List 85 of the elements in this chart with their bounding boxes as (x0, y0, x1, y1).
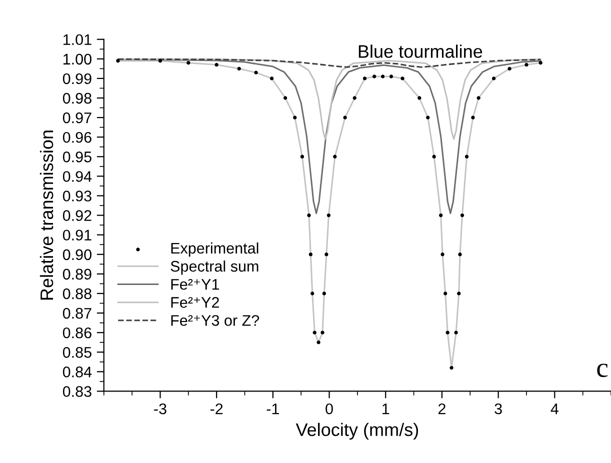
y-tick-label: 0.83 (62, 386, 92, 397)
chart-title: Blue tourmaline (358, 44, 482, 58)
y-tick-label: 0.91 (62, 230, 92, 241)
point (320, 330, 324, 334)
point (418, 96, 422, 100)
y-tick-label: 0.84 (62, 366, 92, 378)
point (464, 154, 469, 158)
legend-label: Fe²⁺Y3 or Z? (171, 315, 260, 326)
point (343, 116, 347, 120)
x-tick-label: -2 (210, 403, 223, 414)
point (508, 66, 512, 71)
point (457, 292, 461, 296)
y-tick-label: 0.95 (62, 152, 92, 162)
y-tick-label: 0.85 (62, 347, 92, 358)
x-tick-label: 0 (326, 403, 333, 414)
line-series (117, 60, 542, 369)
point (308, 252, 313, 256)
point (312, 330, 316, 334)
y-tick-label: 0.86 (62, 327, 92, 338)
point (476, 96, 480, 100)
y-tick-label: 0.98 (62, 92, 92, 104)
y-tick-label: 0.93 (62, 190, 92, 202)
point (438, 213, 443, 218)
x-tick-label: -1 (266, 404, 279, 414)
point (432, 154, 436, 158)
point (322, 292, 326, 296)
legend-label: Fe²⁺Y2 (171, 297, 219, 308)
line-series (117, 58, 542, 214)
point (326, 213, 331, 218)
line-series (117, 58, 542, 68)
y-tick-label: 0.94 (62, 171, 92, 182)
point (316, 340, 320, 344)
point (270, 76, 274, 80)
legend-label: Fe²⁺Y1 (171, 279, 219, 290)
point (492, 76, 496, 80)
point (458, 252, 462, 256)
point (440, 252, 444, 256)
y-tick-label: 1.00 (63, 54, 92, 65)
point (400, 76, 404, 80)
point (372, 74, 376, 78)
x-tick-label: 1 (382, 404, 390, 414)
point (283, 96, 288, 100)
y-tick-label: 0.90 (62, 249, 92, 260)
y-tick-label: 0.99 (62, 73, 92, 84)
point (538, 60, 542, 65)
legend-label: Experimental (171, 242, 258, 257)
y-tick-label: 1.01 (63, 34, 92, 46)
x-tick-label: 3 (494, 403, 502, 414)
y-tick-label: 0.88 (62, 288, 92, 300)
x-axis-title: Velocity (mm/s) (296, 422, 418, 440)
point (158, 59, 162, 63)
legend-label: Spectral sum (170, 260, 258, 275)
y-tick-label: 0.97 (62, 112, 92, 124)
point (460, 213, 464, 218)
point (310, 292, 314, 296)
point (362, 76, 367, 80)
point (186, 60, 190, 65)
y-axis-title: Relative transmission (40, 130, 54, 300)
point (254, 70, 258, 74)
point (389, 74, 394, 78)
point (324, 252, 328, 256)
y-tick-label: 0.87 (62, 308, 92, 319)
y-tick-label: 0.92 (62, 210, 92, 221)
point (471, 116, 475, 120)
x-tick-label: 2 (438, 403, 446, 414)
point (293, 116, 297, 120)
point (214, 62, 218, 67)
x-tick-label: -3 (154, 403, 166, 414)
point (352, 96, 356, 100)
point (450, 366, 454, 370)
annotation: c (597, 364, 608, 378)
point (116, 59, 120, 63)
y-tick-label: 0.89 (62, 268, 92, 280)
point (444, 292, 448, 296)
x-tick-label: 4 (550, 404, 558, 414)
point (454, 330, 458, 334)
point (300, 154, 304, 158)
point (237, 66, 241, 71)
point (380, 74, 385, 78)
point (446, 330, 450, 334)
point (333, 154, 337, 158)
point (426, 116, 430, 120)
point (524, 62, 528, 67)
point (307, 213, 311, 218)
y-tick-label: 0.96 (62, 132, 92, 143)
